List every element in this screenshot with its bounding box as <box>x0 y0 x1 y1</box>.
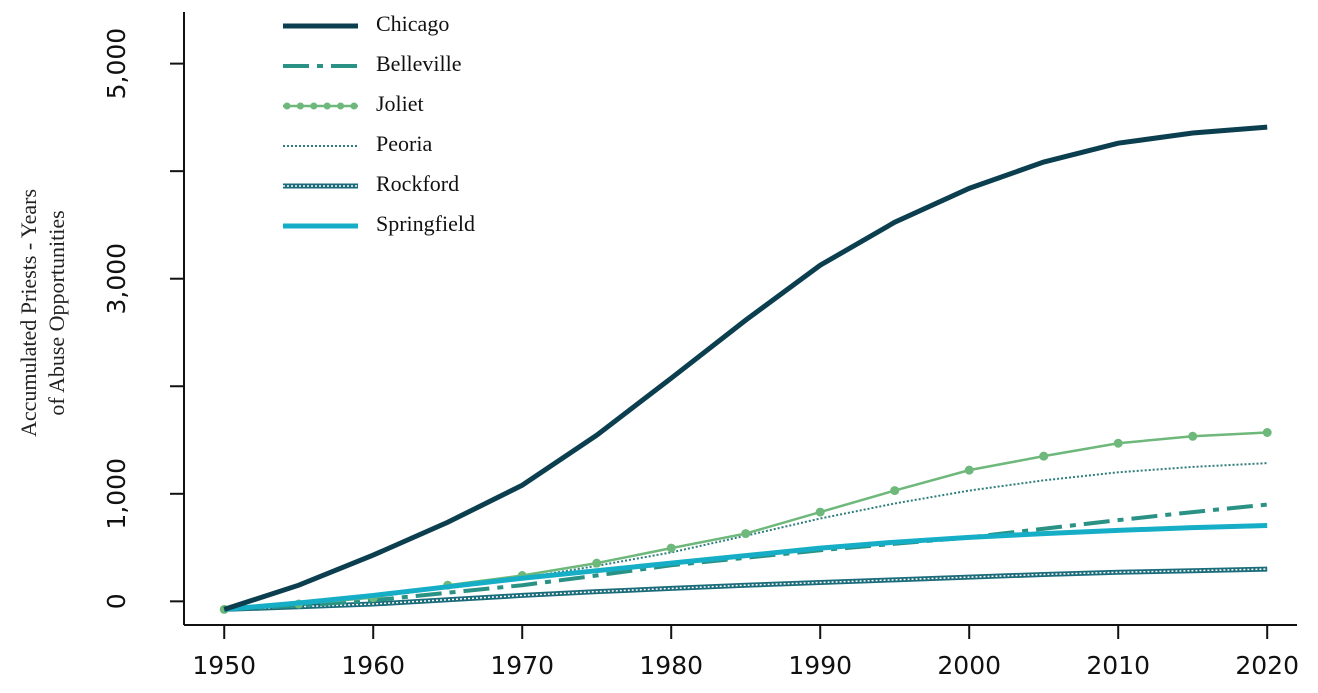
legend-marker <box>337 102 345 110</box>
y-axis-label: of Abuse Opportunities <box>44 210 69 415</box>
y-tick-label: 3,000 <box>102 243 131 315</box>
x-tick-label: 1950 <box>192 651 256 680</box>
legend-label: Belleville <box>376 51 462 76</box>
line <box>223 124 1268 612</box>
y-tick-label: 5,000 <box>102 28 131 100</box>
marker <box>741 529 751 539</box>
x-tick-label: 1980 <box>639 651 703 680</box>
line-inner <box>224 568 1268 611</box>
line <box>224 502 1268 612</box>
y-axis-label: Accumulated Priests - Years <box>16 189 41 437</box>
y-tick-label: 0 <box>102 593 131 609</box>
legend-marker <box>323 102 331 110</box>
line <box>224 462 1268 611</box>
legend-label: Joliet <box>376 91 424 116</box>
marker <box>1262 427 1272 437</box>
marker <box>1113 438 1123 448</box>
marker <box>964 465 974 475</box>
marker <box>815 507 825 517</box>
legend-marker <box>283 102 291 110</box>
x-tick-label: 2000 <box>937 651 1001 680</box>
x-tick-label: 1960 <box>341 651 405 680</box>
legend-label: Peoria <box>376 131 432 156</box>
x-tick-label: 2010 <box>1086 651 1150 680</box>
marker <box>1039 451 1049 461</box>
marker <box>890 486 900 496</box>
marker <box>666 543 676 553</box>
y-tick-label: 1,000 <box>102 458 131 530</box>
legend-label: Chicago <box>376 11 449 36</box>
legend-label: Rockford <box>376 171 459 196</box>
x-tick-label: 1990 <box>788 651 852 680</box>
line <box>224 523 1268 612</box>
legend-marker <box>296 102 304 110</box>
x-tick-label: 1970 <box>490 651 554 680</box>
marker <box>592 558 602 568</box>
marker <box>1188 431 1198 441</box>
legend-marker <box>310 102 318 110</box>
legend-label: Springfield <box>376 211 475 236</box>
x-tick-label: 2020 <box>1235 651 1299 680</box>
legend-marker <box>350 102 358 110</box>
